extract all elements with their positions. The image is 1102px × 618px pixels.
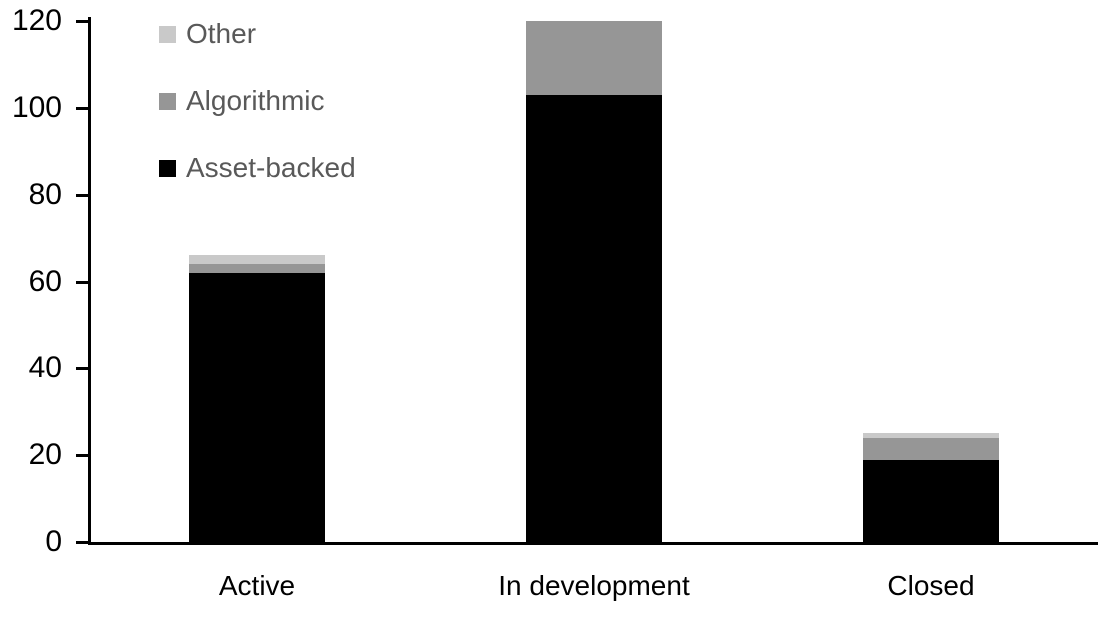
legend-swatch-algorithmic-icon [159, 92, 176, 110]
y-tick-mark-60 [76, 280, 90, 284]
bar-segment-closed-asset-backed [863, 459, 999, 542]
x-category-label-in-development: In development [498, 570, 690, 601]
legend-item-other: Other [159, 18, 257, 49]
bar-segment-closed-algorithmic [863, 437, 999, 460]
y-tick-label-120: 120 [11, 4, 62, 37]
y-tick-label-80: 80 [28, 177, 62, 211]
legend-item-algorithmic: Algorithmic [159, 85, 325, 116]
y-tick-mark-100 [76, 106, 90, 110]
y-tick-mark-0 [76, 541, 90, 544]
bar-segment-in-development-algorithmic [526, 21, 662, 95]
y-tick-mark-120 [76, 20, 90, 23]
y-tick-mark-20 [76, 454, 90, 458]
y-tick-mark-80 [76, 193, 90, 197]
legend-swatch-other-icon [159, 25, 176, 43]
bar-segment-closed-other [863, 433, 999, 438]
y-tick-mark-40 [76, 367, 90, 371]
y-tick-label-60: 60 [28, 264, 62, 298]
y-tick-label-20: 20 [28, 438, 62, 472]
x-category-label-active: Active [218, 570, 296, 601]
y-tick-label-100: 100 [11, 90, 62, 124]
bar-segment-in-development-asset-backed [526, 94, 662, 542]
y-tick-label-40: 40 [28, 351, 62, 385]
bar-segment-active-asset-backed [189, 272, 325, 542]
legend-swatch-asset-backed-icon [159, 159, 176, 177]
y-tick-label-0: 0 [45, 525, 62, 558]
legend-label-other: Other [186, 18, 257, 49]
bar-segment-active-other [189, 255, 325, 265]
x-axis-line [88, 542, 1098, 545]
bar-segment-active-algorithmic [189, 264, 325, 273]
legend-label-algorithmic: Algorithmic [186, 85, 325, 116]
x-category-label-closed: Closed [887, 570, 975, 601]
legend-item-asset-backed: Asset-backed [159, 152, 356, 183]
legend-label-asset-backed: Asset-backed [186, 152, 356, 183]
